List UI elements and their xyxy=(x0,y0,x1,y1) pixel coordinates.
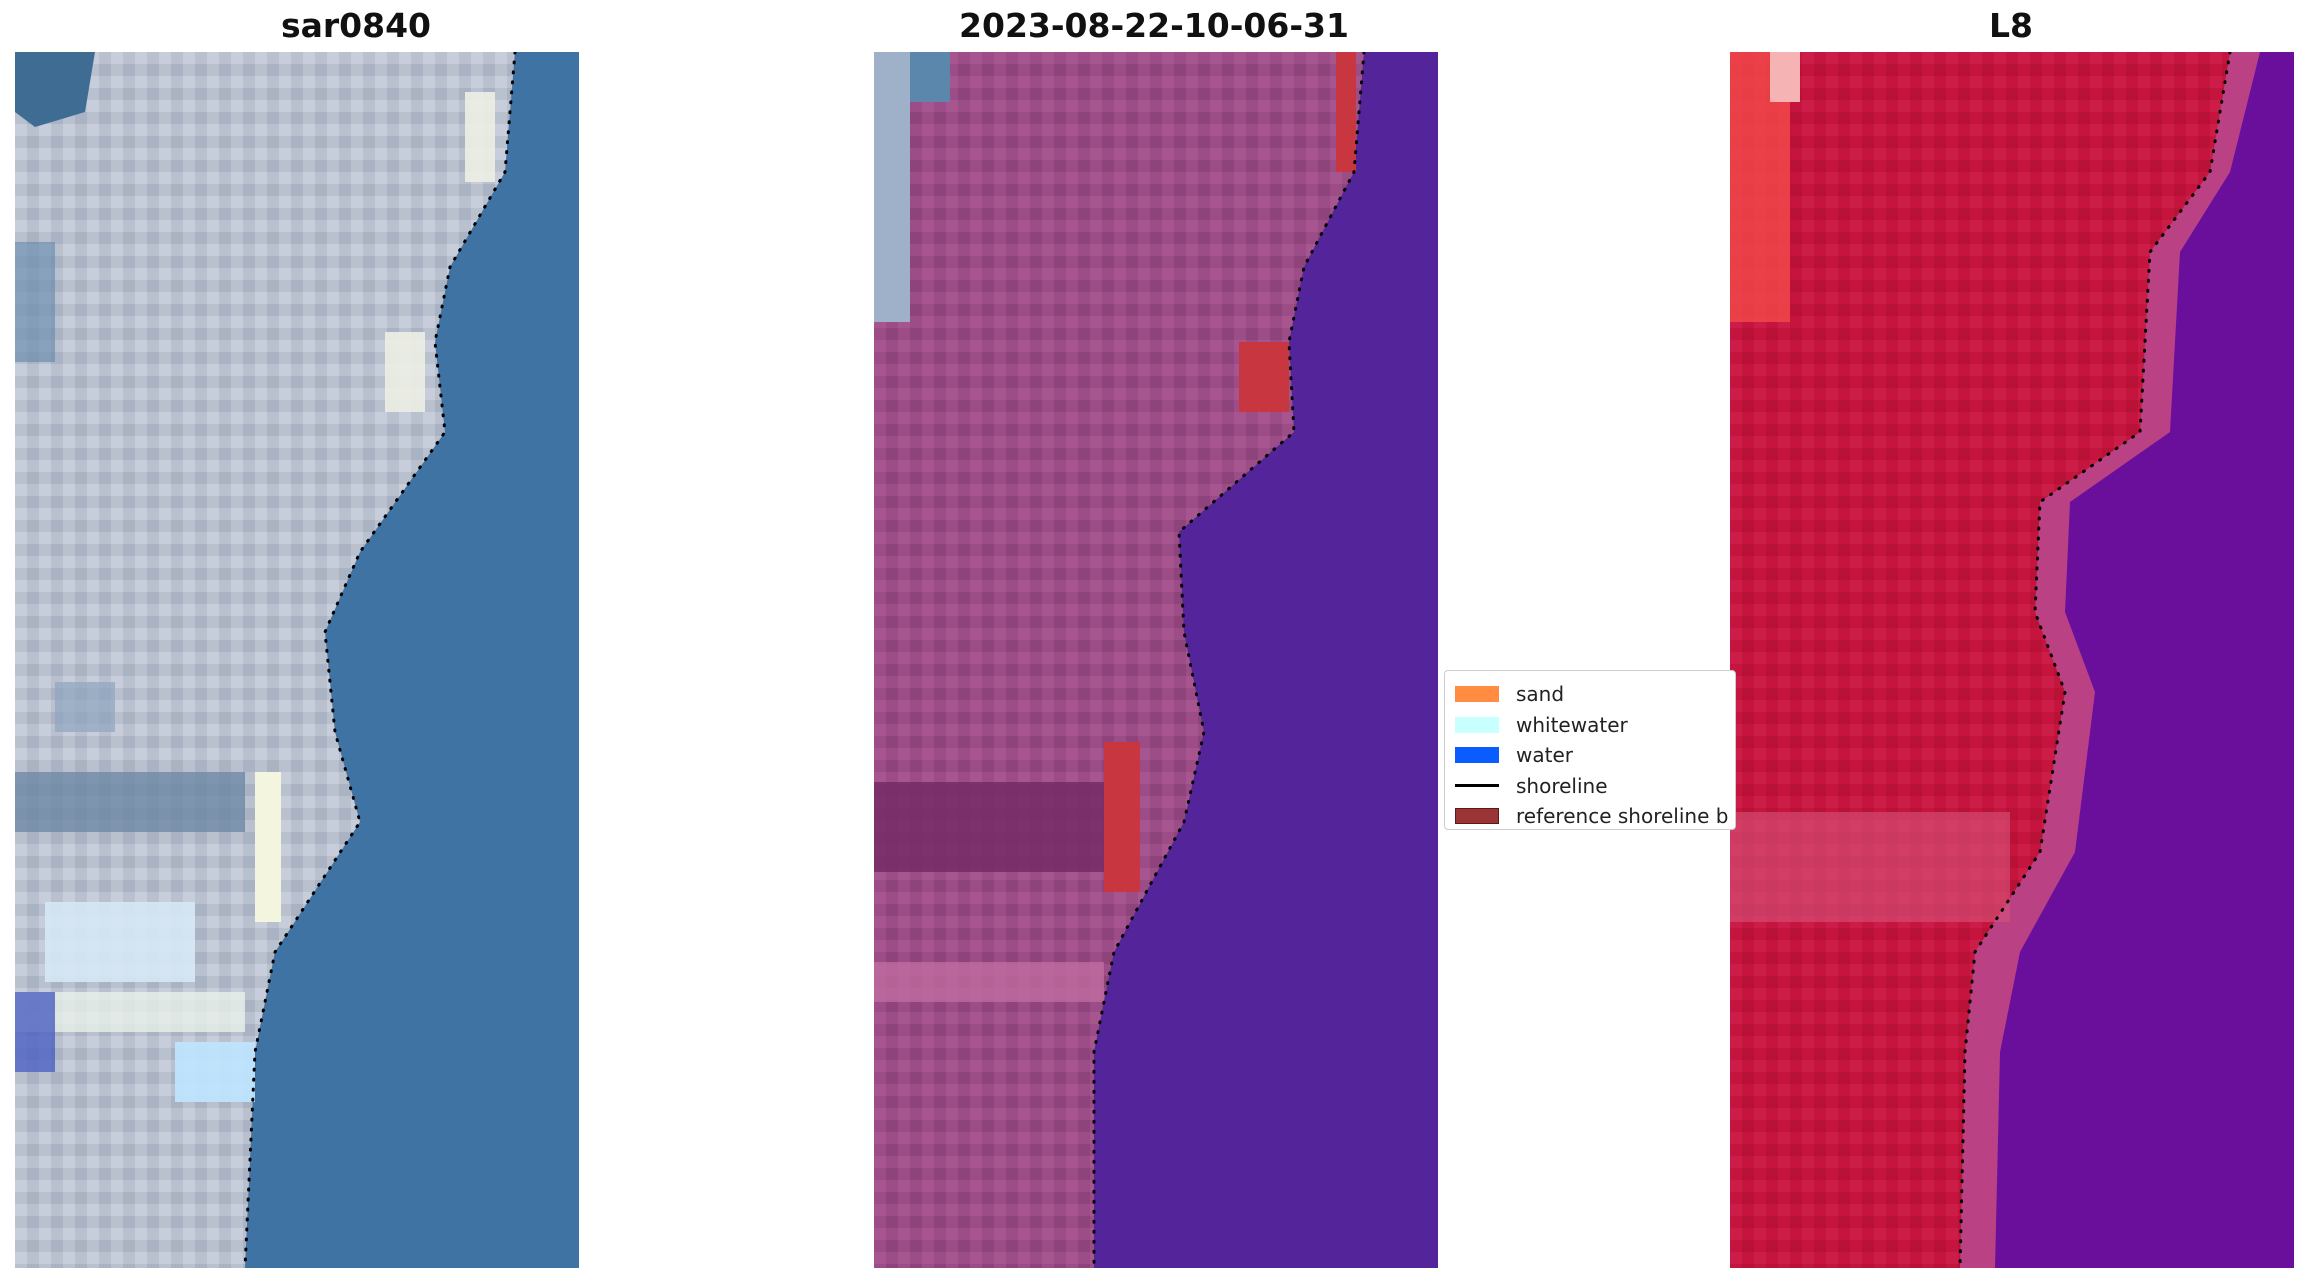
legend: sand whitewater water shoreline referenc… xyxy=(1444,670,1736,830)
satellite-image-2 xyxy=(874,52,1438,1268)
satellite-image-3 xyxy=(1730,52,2294,1268)
legend-label-water: water xyxy=(1516,743,1573,768)
legend-label-shoreline: shoreline xyxy=(1516,773,1608,798)
satellite-image-1 xyxy=(15,52,579,1268)
satellite-image-panel-1 xyxy=(15,52,579,1268)
satellite-image-panel-2 xyxy=(874,52,1438,1268)
legend-label-sand: sand xyxy=(1516,682,1565,707)
legend-item-reference-shoreline: reference shoreline b xyxy=(1455,801,1729,829)
legend-swatch-sand xyxy=(1455,686,1499,703)
legend-swatch-shoreline xyxy=(1455,784,1499,788)
legend-swatch-reference-shoreline xyxy=(1455,808,1499,825)
panel-title-3: L8 xyxy=(1989,6,2033,45)
legend-item-sand: sand xyxy=(1455,679,1725,710)
legend-swatch-water xyxy=(1455,747,1499,764)
legend-item-water: water xyxy=(1455,740,1725,771)
panel-title-1: sar0840 xyxy=(280,6,432,45)
legend-label-reference-shoreline: reference shoreline b xyxy=(1516,804,1729,829)
panel-title-2: 2023-08-22-10-06-31 xyxy=(959,6,1349,45)
legend-item-whitewater: whitewater xyxy=(1455,710,1725,741)
satellite-image-panel-3 xyxy=(1730,52,2294,1268)
legend-swatch-whitewater xyxy=(1455,716,1499,733)
legend-label-whitewater: whitewater xyxy=(1516,712,1628,737)
legend-item-shoreline: shoreline xyxy=(1455,771,1725,802)
